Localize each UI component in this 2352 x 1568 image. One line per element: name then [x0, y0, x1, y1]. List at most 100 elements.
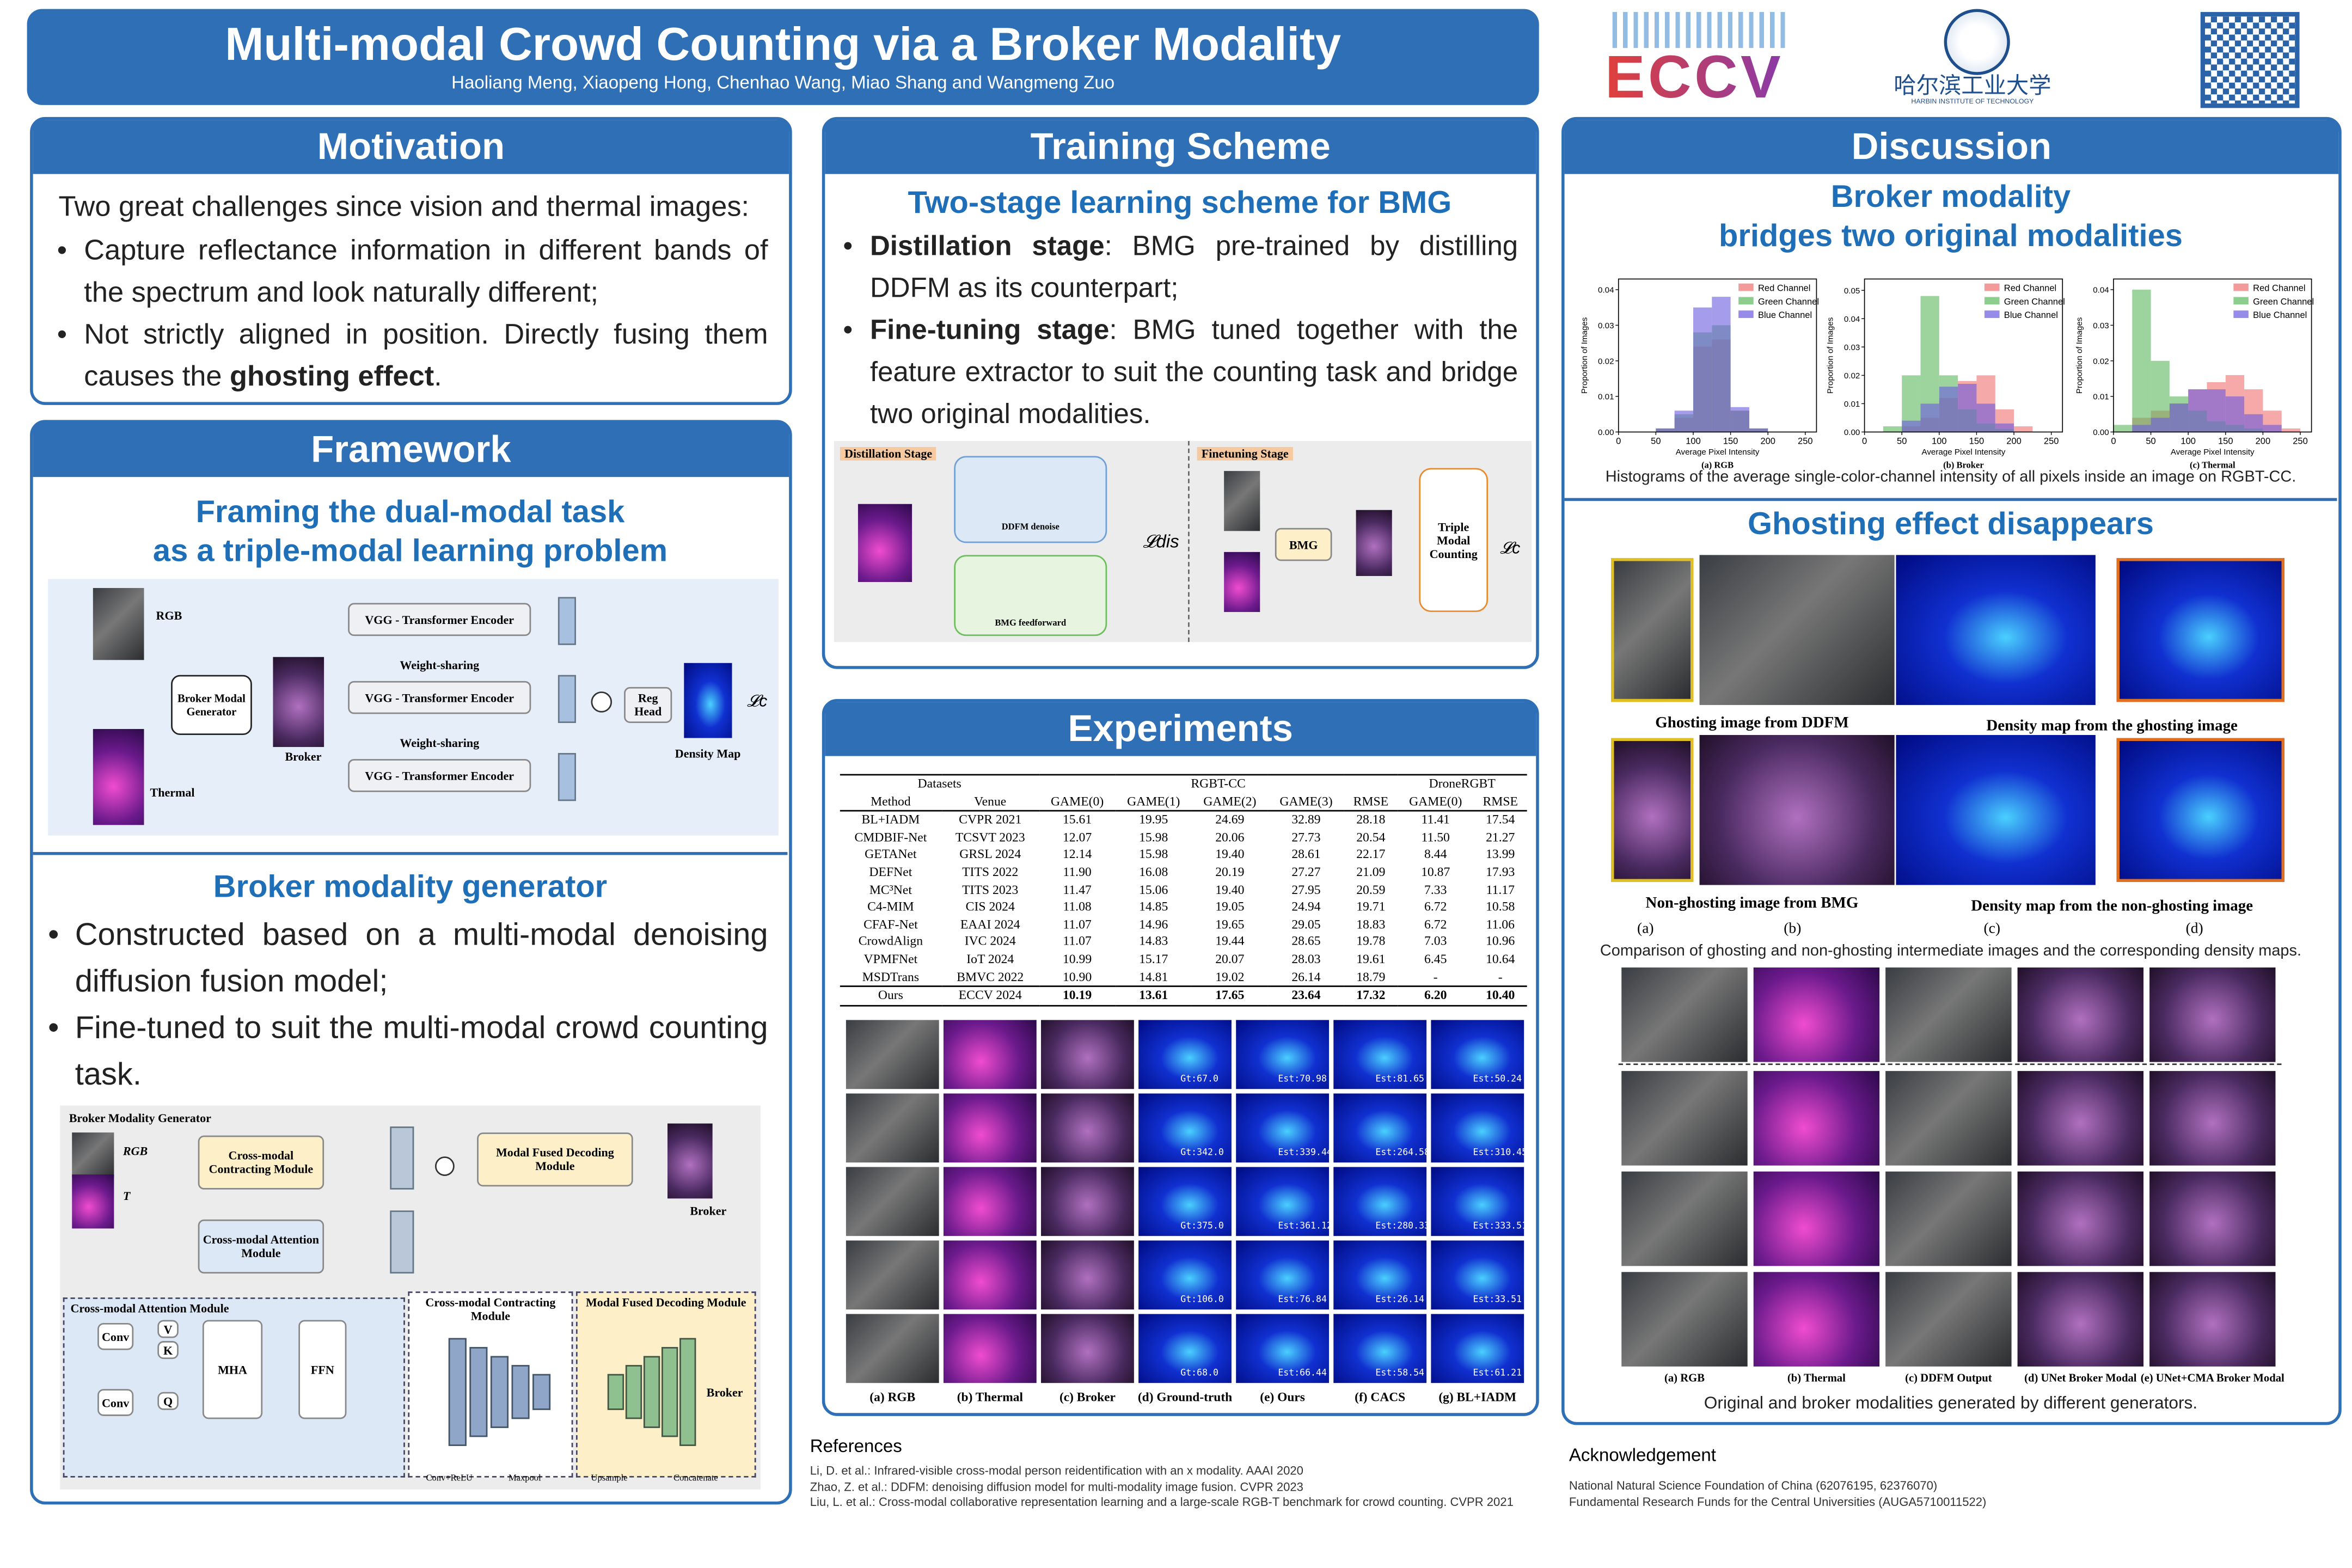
- table-cell: RMSE: [1483, 793, 1518, 808]
- table-cell: 10.99: [1062, 951, 1092, 966]
- bar: [1995, 423, 2014, 432]
- acknowledgement-item: National Natural Science Foundation of C…: [1569, 1479, 1938, 1493]
- legend-item: Concatenate: [673, 1474, 718, 1484]
- separator: [1564, 498, 2337, 500]
- bullet: •: [48, 1010, 59, 1046]
- image: [1356, 510, 1392, 576]
- image: [846, 1314, 939, 1383]
- table-row: CMDBIF-Net TCSVT 2023 12.07 15.98 20.06 27.73…: [840, 829, 1527, 847]
- label: Triple Modal Counting: [1429, 519, 1478, 561]
- label: Conv: [102, 1330, 130, 1344]
- bar: [2225, 396, 2245, 432]
- layer: [679, 1338, 696, 1446]
- legend-swatch: [1984, 283, 2000, 291]
- image: [1896, 555, 2096, 705]
- bar: [1958, 383, 1977, 432]
- label: Broker: [690, 1204, 727, 1218]
- legend-label: Red Channel: [2004, 283, 2056, 293]
- image: [1621, 1171, 1748, 1266]
- bar: [2188, 389, 2207, 432]
- table-cell: GAME(2): [1203, 793, 1257, 808]
- x-tick-label: 200: [2256, 436, 2271, 446]
- table-cell: 17.93: [1486, 863, 1515, 879]
- bullet: •: [48, 918, 59, 953]
- subtitle: Framing the dual-modal task: [195, 495, 625, 530]
- label: Cross-modal Contracting Module: [425, 1296, 556, 1323]
- image: Est:66.44: [1236, 1314, 1330, 1383]
- encoder: VGG - Transformer Encoder: [348, 603, 531, 636]
- label: Weight-sharing: [400, 736, 480, 750]
- table-cell: 20.07: [1215, 951, 1245, 966]
- bmg: BMG: [1275, 528, 1332, 561]
- image: [93, 587, 144, 660]
- panel: Discussion Broker modality bridges two ori…: [1561, 117, 2342, 1425]
- table-cell: 28.18: [1356, 812, 1386, 827]
- table-cell: 19.44: [1215, 933, 1245, 949]
- plot-frame: [1618, 278, 1817, 433]
- bullet-item: • Distillation stage: BMG pre-trained by …: [843, 225, 1518, 309]
- image: [72, 1132, 114, 1178]
- y-tick-label: 0.03: [1844, 343, 1860, 352]
- panel: Experiments Datasets RGBT-CC DroneRGBT Metho…: [822, 699, 1539, 1416]
- image: [1041, 1020, 1134, 1089]
- image: [1610, 558, 1694, 702]
- y-tick-label: 0.01: [1844, 400, 1860, 409]
- bullet-item: • Constructed based on a multi-modal deno…: [48, 912, 768, 1005]
- count-label: Gt:342.0: [1180, 1147, 1224, 1158]
- image: [1224, 552, 1260, 612]
- table-cell: MSDTrans: [862, 968, 920, 984]
- label: Broker: [285, 750, 322, 764]
- label: Broker Modal Generator: [177, 691, 246, 719]
- heading: References: [810, 1435, 902, 1457]
- image: [846, 1093, 939, 1163]
- table-cell: -: [1498, 968, 1503, 984]
- table-cell: 15.98: [1139, 846, 1168, 862]
- panel-heading: Training Scheme: [825, 120, 1536, 174]
- image: [2149, 1171, 2276, 1266]
- table-cell: CFAF-Net: [863, 916, 918, 932]
- subtitle: Ghosting effect disappears: [1748, 507, 2154, 542]
- table-cell: TITS 2022: [962, 863, 1019, 879]
- x-tick-label: 0: [1616, 436, 1621, 446]
- attention-module: Cross-modal Attention Module: [198, 1219, 324, 1274]
- table-cell: Venue: [974, 793, 1007, 808]
- x-tick-label: 50: [1651, 436, 1661, 446]
- stage-tag: Distillation Stage: [840, 447, 937, 461]
- y-tick-label: 0.01: [2093, 393, 2109, 402]
- count-label: Gt:375.0: [1180, 1221, 1224, 1232]
- image: [2017, 967, 2144, 1062]
- table-cell: 11.06: [1486, 916, 1515, 932]
- bmg-diagram: Broker Modality Generator RGB T Cross-modal…: [60, 1105, 761, 1490]
- image: [943, 1240, 1037, 1310]
- caption: Density map from the ghosting image: [1986, 718, 2238, 735]
- table-cell: Datasets: [917, 775, 961, 791]
- count-label: Est:333.51: [1473, 1221, 1528, 1232]
- table-cell: GAME(1): [1127, 793, 1180, 808]
- table-cell: GRSL 2024: [959, 846, 1021, 862]
- image: [1885, 967, 2012, 1062]
- bullet-item: • Capture reflectance information in diff…: [57, 231, 768, 315]
- table-cell: 22.17: [1356, 846, 1386, 862]
- table-cell: 15.61: [1062, 812, 1092, 827]
- conv: Conv: [97, 1322, 134, 1350]
- caption: (a) RGB: [869, 1389, 916, 1404]
- table-cell: 19.40: [1215, 846, 1245, 862]
- image: [1753, 1171, 1880, 1266]
- caption: (d) UNet Broker Modal: [2024, 1371, 2137, 1385]
- image: [943, 1167, 1037, 1236]
- image: [1610, 738, 1694, 882]
- table-cell: 29.05: [1291, 916, 1321, 932]
- layer: [661, 1347, 678, 1437]
- image: [684, 663, 732, 738]
- image: [1885, 1171, 2012, 1266]
- legend-swatch: [1738, 283, 1754, 291]
- image: [1041, 1240, 1134, 1310]
- image: Est:310.45: [1431, 1093, 1527, 1163]
- table-cell: 10.40: [1486, 987, 1515, 1002]
- caption: (b) Thermal: [1787, 1371, 1846, 1385]
- table-cell: 17.54: [1486, 812, 1515, 827]
- title: Multi-modal Crowd Counting via a Broker …: [225, 18, 1342, 71]
- image: [2149, 967, 2276, 1062]
